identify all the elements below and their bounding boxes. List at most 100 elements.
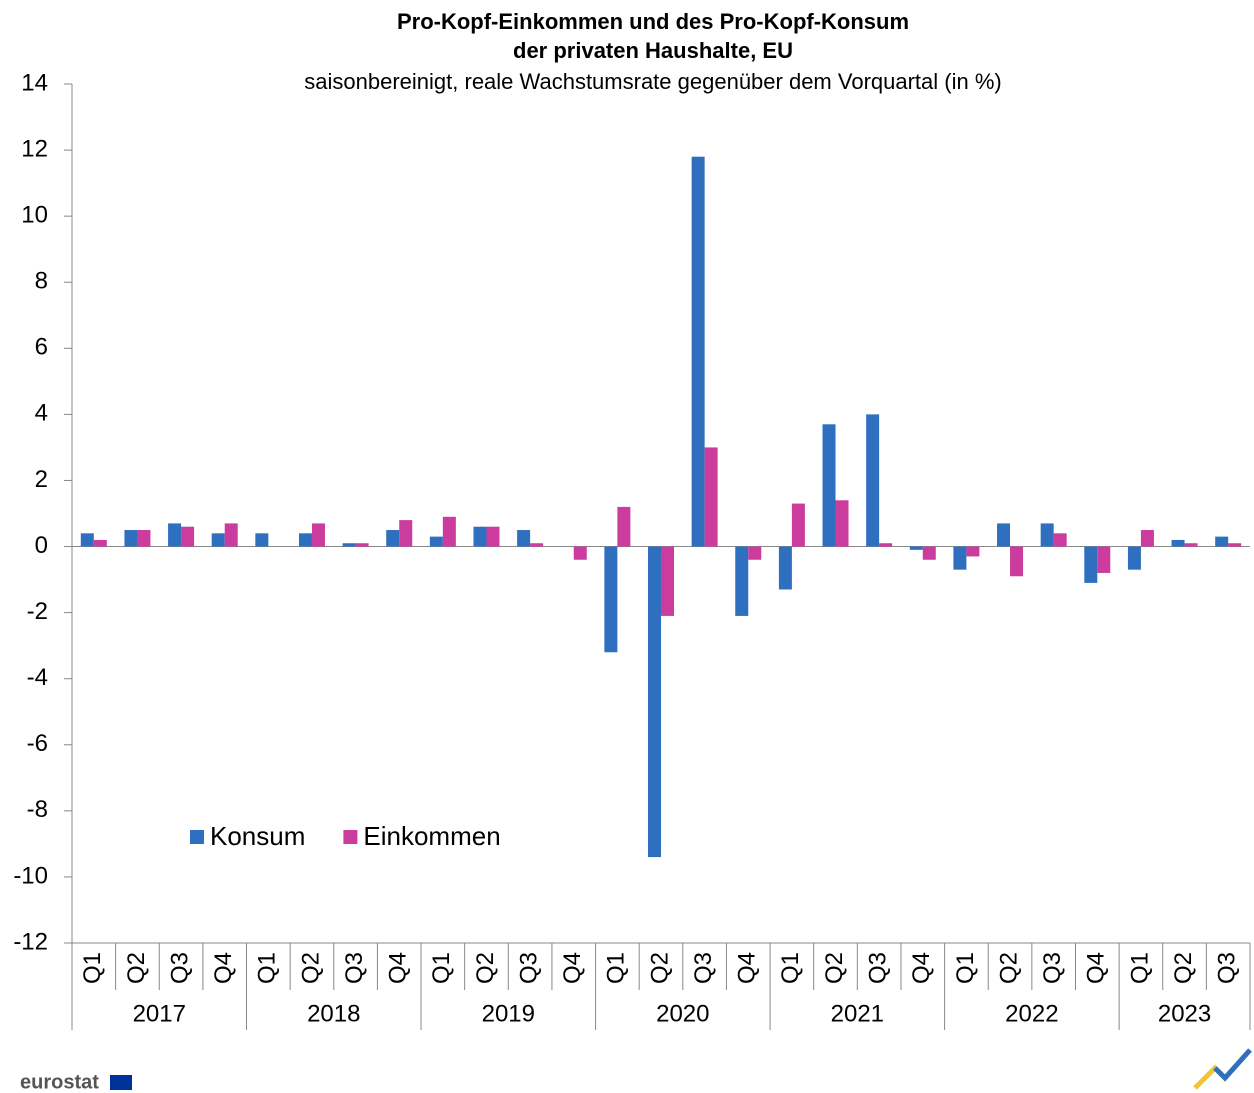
x-tick-label: Q3: [864, 952, 891, 984]
x-tick-label: Q4: [908, 952, 935, 984]
x-tick-label: Q2: [646, 952, 673, 984]
bar: [137, 530, 151, 547]
bar: [735, 546, 749, 616]
x-tick-label: Q2: [995, 952, 1022, 984]
x-tick-label: Q2: [821, 952, 848, 984]
x-tick-label: Q1: [254, 952, 281, 984]
y-tick-label: 2: [35, 466, 48, 493]
bar: [181, 526, 195, 547]
bar: [124, 530, 138, 547]
x-tick-label: Q4: [385, 952, 412, 984]
group-label: 2023: [1158, 1000, 1211, 1027]
x-tick-label: Q3: [690, 952, 717, 984]
x-tick-label: Q1: [79, 952, 106, 984]
bar: [255, 533, 269, 547]
legend-label: Konsum: [210, 821, 305, 851]
bar: [442, 516, 456, 547]
bar: [1084, 546, 1098, 583]
bar: [1215, 536, 1229, 547]
bar: [342, 543, 356, 547]
bar: [486, 526, 500, 547]
group-label: 2020: [656, 1000, 709, 1027]
bar: [386, 530, 400, 547]
bar: [1228, 543, 1242, 547]
x-tick-label: Q4: [1083, 952, 1110, 984]
bar: [311, 523, 325, 547]
bar: [517, 530, 531, 547]
bar: [429, 536, 443, 547]
bar: [604, 546, 618, 653]
chart-subtitle: saisonbereinigt, reale Wachstumsrate geg…: [304, 69, 1001, 94]
bar: [399, 520, 413, 547]
bar: [298, 533, 312, 547]
bar: [661, 546, 674, 616]
chart-title: Pro-Kopf-Einkommen und des Pro-Kopf-Kons…: [397, 9, 909, 34]
chart-title: der privaten Haushalte, EU: [513, 38, 793, 63]
source-logo: eurostat: [20, 1071, 99, 1093]
bar: [1140, 530, 1154, 547]
legend-swatch: [190, 830, 204, 844]
x-tick-label: Q3: [1214, 952, 1241, 984]
bar: [909, 546, 923, 550]
x-tick-label: Q4: [210, 952, 237, 984]
logo-mark: [1213, 1048, 1252, 1082]
bar: [791, 503, 805, 547]
eu-flag: [110, 1075, 132, 1090]
bar: [1040, 523, 1054, 547]
x-tick-label: Q1: [428, 952, 455, 984]
x-tick-label: Q1: [1126, 952, 1153, 984]
group-label: 2021: [831, 1000, 884, 1027]
y-tick-label: -8: [27, 796, 48, 823]
group-label: 2017: [133, 1000, 186, 1027]
y-tick-label: -12: [13, 928, 48, 955]
bar: [1097, 546, 1111, 573]
y-tick-label: 14: [21, 69, 48, 96]
bar: [879, 543, 893, 547]
x-tick-label: Q1: [952, 952, 979, 984]
bar: [1053, 533, 1067, 547]
x-tick-label: Q4: [559, 952, 586, 984]
group-label: 2019: [482, 1000, 535, 1027]
bar: [93, 539, 107, 547]
bar: [966, 546, 980, 557]
y-tick-label: 12: [21, 135, 48, 162]
bar: [617, 506, 631, 547]
bar: [748, 546, 762, 560]
x-tick-label: Q2: [472, 952, 499, 984]
bar: [822, 424, 836, 547]
x-tick-label: Q3: [1039, 952, 1066, 984]
bar: [997, 523, 1011, 547]
bar: [866, 414, 880, 547]
bar: [835, 500, 849, 547]
bar: [704, 447, 718, 547]
x-tick-label: Q2: [297, 952, 324, 984]
bar: [355, 543, 369, 547]
x-tick-label: Q4: [734, 952, 761, 984]
y-tick-label: 10: [21, 201, 48, 228]
y-tick-label: 6: [35, 334, 48, 361]
y-tick-label: -6: [27, 730, 48, 757]
bar: [1010, 546, 1024, 577]
x-tick-label: Q3: [166, 952, 193, 984]
y-tick-label: 8: [35, 268, 48, 295]
bar: [168, 523, 182, 547]
x-tick-label: Q3: [341, 952, 368, 984]
bar: [648, 546, 661, 858]
bar: [211, 533, 225, 547]
bar: [573, 546, 587, 560]
y-tick-label: -2: [27, 598, 48, 625]
x-tick-label: Q1: [777, 952, 804, 984]
bar: [473, 526, 487, 547]
y-tick-label: 4: [35, 400, 48, 427]
y-tick-label: 0: [35, 532, 48, 559]
x-tick-label: Q1: [603, 952, 630, 984]
legend-label: Einkommen: [363, 821, 500, 851]
x-tick-label: Q2: [123, 952, 150, 984]
bar: [922, 546, 936, 560]
y-tick-label: -10: [13, 862, 48, 889]
bar: [80, 533, 94, 547]
x-tick-label: Q2: [1170, 952, 1197, 984]
bar: [778, 546, 792, 590]
legend-swatch: [343, 830, 358, 844]
bar: [530, 543, 544, 547]
